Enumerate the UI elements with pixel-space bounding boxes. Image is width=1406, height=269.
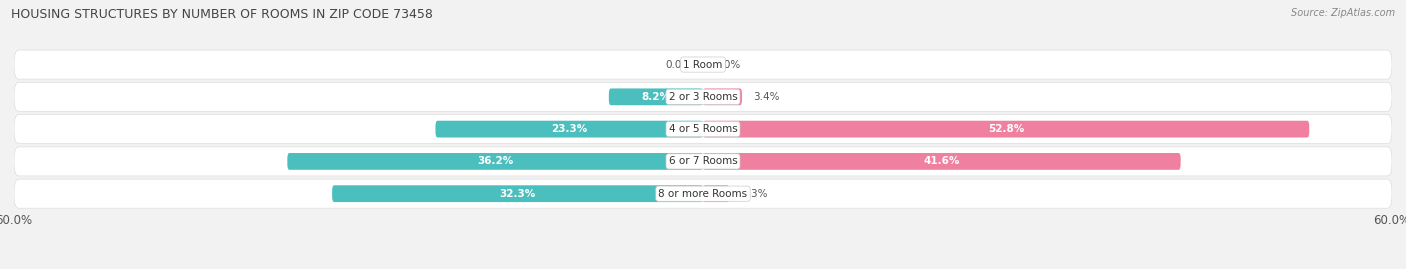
Text: 32.3%: 32.3% <box>499 189 536 199</box>
Text: 3.4%: 3.4% <box>754 92 780 102</box>
Text: 4 or 5 Rooms: 4 or 5 Rooms <box>669 124 737 134</box>
Text: 2.3%: 2.3% <box>741 189 768 199</box>
Text: HOUSING STRUCTURES BY NUMBER OF ROOMS IN ZIP CODE 73458: HOUSING STRUCTURES BY NUMBER OF ROOMS IN… <box>11 8 433 21</box>
Text: 8 or more Rooms: 8 or more Rooms <box>658 189 748 199</box>
FancyBboxPatch shape <box>14 147 1392 176</box>
Legend: Owner-occupied, Renter-occupied: Owner-occupied, Renter-occupied <box>576 266 830 269</box>
FancyBboxPatch shape <box>703 153 1181 170</box>
Text: 2 or 3 Rooms: 2 or 3 Rooms <box>669 92 737 102</box>
Text: 52.8%: 52.8% <box>988 124 1024 134</box>
FancyBboxPatch shape <box>703 121 1309 137</box>
Text: 1 Room: 1 Room <box>683 59 723 70</box>
FancyBboxPatch shape <box>287 153 703 170</box>
FancyBboxPatch shape <box>703 185 730 202</box>
Text: Source: ZipAtlas.com: Source: ZipAtlas.com <box>1291 8 1395 18</box>
Text: 0.0%: 0.0% <box>714 59 741 70</box>
FancyBboxPatch shape <box>436 121 703 137</box>
FancyBboxPatch shape <box>14 115 1392 144</box>
Text: 6 or 7 Rooms: 6 or 7 Rooms <box>669 156 737 167</box>
FancyBboxPatch shape <box>609 89 703 105</box>
FancyBboxPatch shape <box>332 185 703 202</box>
Text: 8.2%: 8.2% <box>641 92 671 102</box>
FancyBboxPatch shape <box>703 89 742 105</box>
Text: 36.2%: 36.2% <box>477 156 513 167</box>
Text: 23.3%: 23.3% <box>551 124 588 134</box>
FancyBboxPatch shape <box>14 50 1392 79</box>
Text: 41.6%: 41.6% <box>924 156 960 167</box>
FancyBboxPatch shape <box>14 82 1392 111</box>
Text: 0.0%: 0.0% <box>665 59 692 70</box>
FancyBboxPatch shape <box>14 179 1392 208</box>
